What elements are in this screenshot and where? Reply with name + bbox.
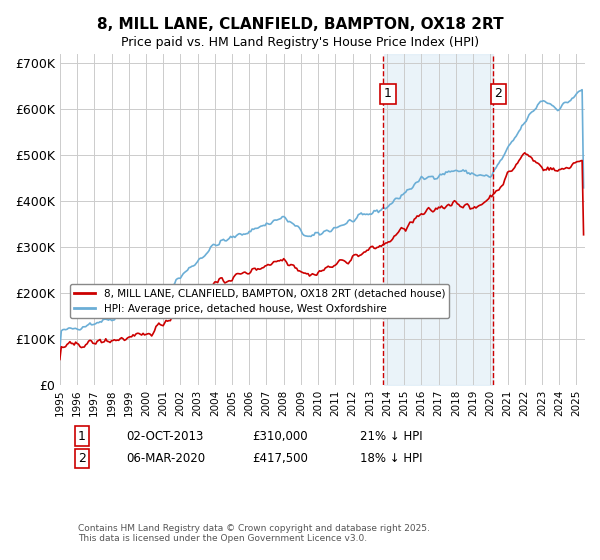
Text: 21% ↓ HPI: 21% ↓ HPI — [360, 430, 422, 442]
Legend: 8, MILL LANE, CLANFIELD, BAMPTON, OX18 2RT (detached house), HPI: Average price,: 8, MILL LANE, CLANFIELD, BAMPTON, OX18 2… — [70, 284, 449, 318]
Text: 1: 1 — [78, 430, 86, 442]
Text: 06-MAR-2020: 06-MAR-2020 — [126, 452, 205, 465]
Text: 2: 2 — [494, 87, 502, 100]
Text: Contains HM Land Registry data © Crown copyright and database right 2025.
This d: Contains HM Land Registry data © Crown c… — [78, 524, 430, 543]
Text: £310,000: £310,000 — [252, 430, 308, 442]
Text: 1: 1 — [384, 87, 392, 100]
Text: £417,500: £417,500 — [252, 452, 308, 465]
Text: Price paid vs. HM Land Registry's House Price Index (HPI): Price paid vs. HM Land Registry's House … — [121, 36, 479, 49]
Text: 02-OCT-2013: 02-OCT-2013 — [126, 430, 203, 442]
Text: 18% ↓ HPI: 18% ↓ HPI — [360, 452, 422, 465]
Text: 8, MILL LANE, CLANFIELD, BAMPTON, OX18 2RT: 8, MILL LANE, CLANFIELD, BAMPTON, OX18 2… — [97, 17, 503, 32]
Text: 2: 2 — [78, 452, 86, 465]
